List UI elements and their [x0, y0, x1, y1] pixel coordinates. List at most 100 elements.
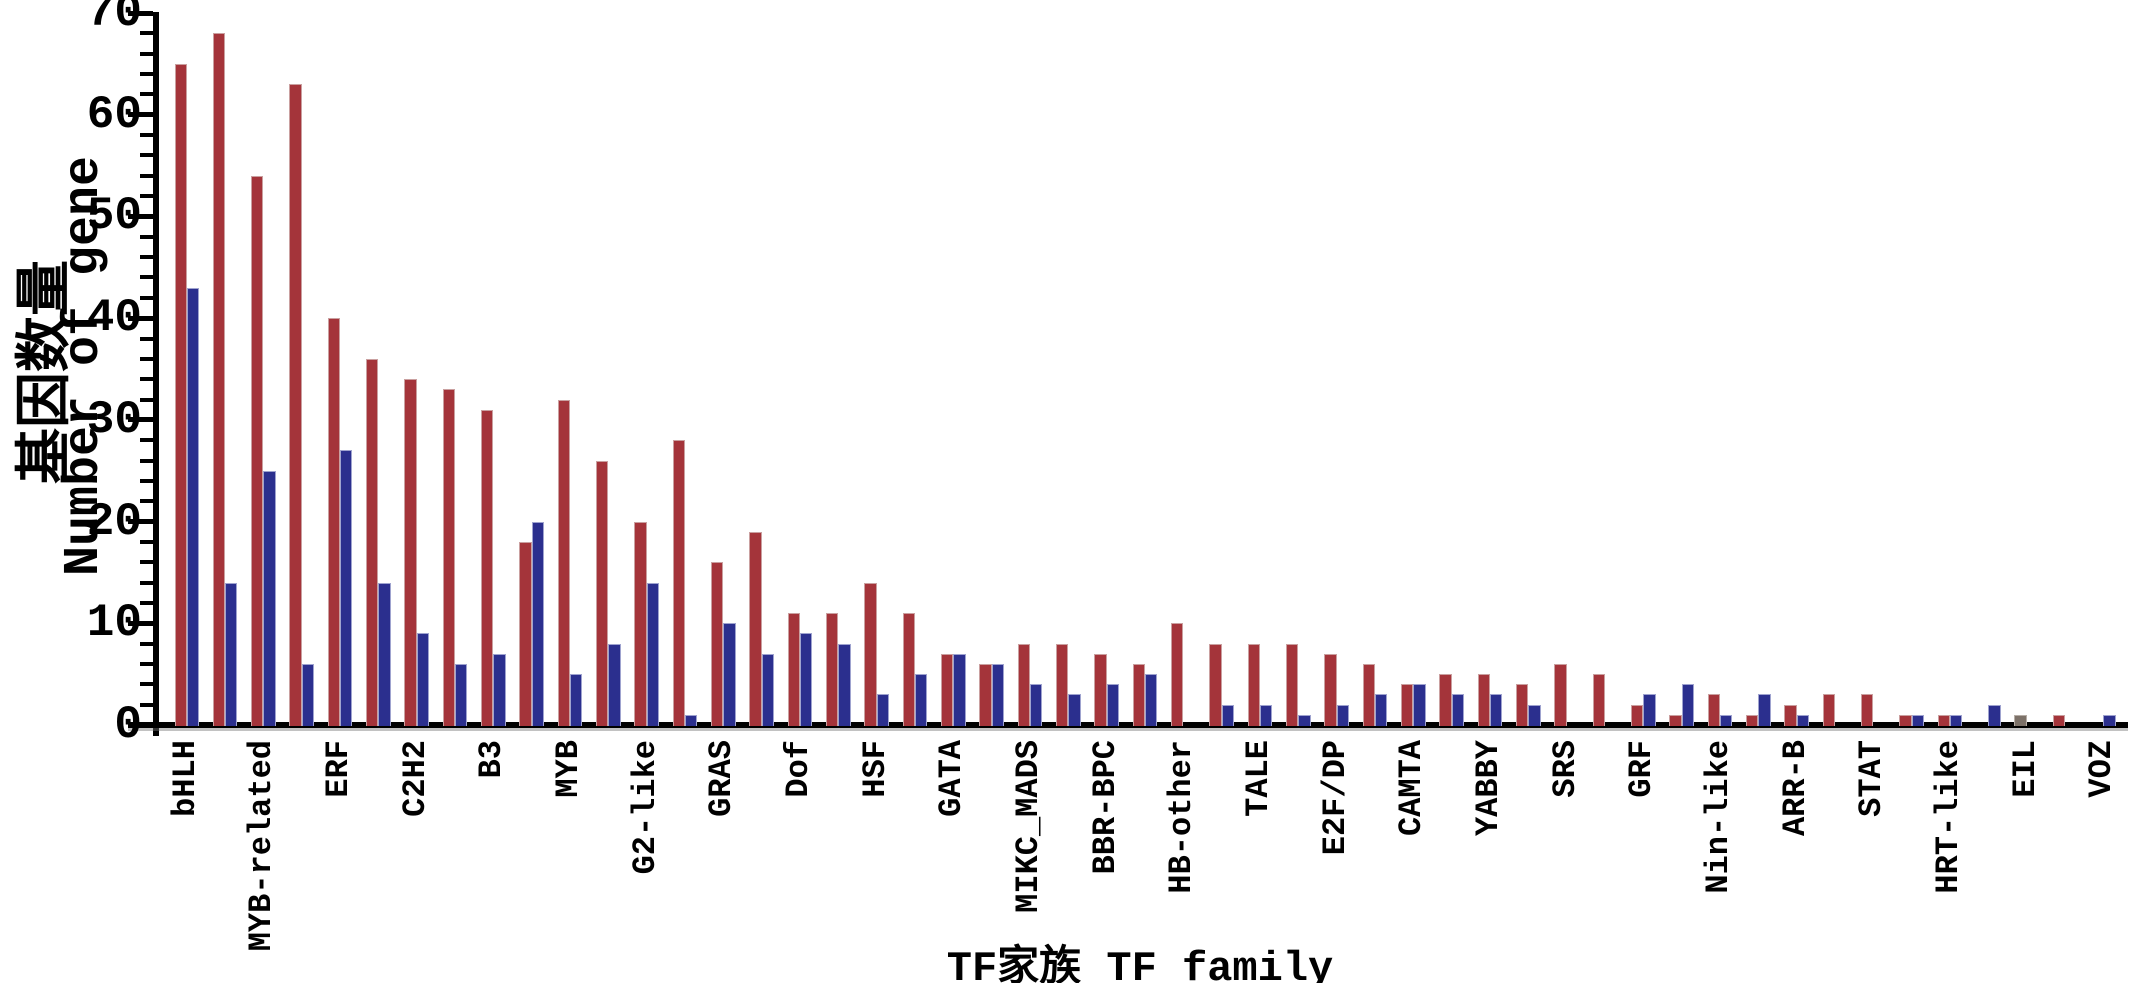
y-minor-tick [140, 194, 153, 199]
bar-red [787, 613, 801, 726]
y-major-tick [128, 519, 153, 525]
bar-blue [1681, 684, 1694, 726]
x-axis-title: TF家族 TF family [946, 945, 1334, 983]
y-minor-tick [140, 397, 153, 402]
bar-blue [1490, 694, 1503, 726]
bar-blue [570, 674, 583, 726]
bar-blue [1451, 694, 1464, 726]
bar-red [1017, 643, 1031, 726]
bar-blue [1030, 684, 1043, 726]
bar-red [634, 521, 647, 726]
x-tick-label: GRF [1623, 740, 1661, 798]
bar-red [1362, 663, 1376, 726]
y-minor-tick [140, 539, 153, 544]
bar-blue [1106, 684, 1119, 726]
bar-blue [1528, 704, 1541, 726]
y-tick-label: 70 [86, 0, 142, 40]
y-minor-tick [140, 295, 153, 300]
bar-blue [1413, 684, 1426, 726]
bar-red [1247, 643, 1261, 726]
bar-blue [838, 643, 851, 726]
x-tick-label: EIL [2006, 740, 2044, 798]
bar-red [1094, 653, 1107, 726]
y-minor-tick [140, 336, 153, 341]
x-tick-label: ARR-B [1776, 740, 1814, 837]
x-tick-label: GRAS [703, 740, 741, 817]
y-minor-tick [140, 153, 153, 158]
y-minor-tick [140, 702, 153, 707]
x-tick-label: MIKC_MADS [1010, 740, 1048, 913]
y-major-tick [128, 112, 153, 118]
y-minor-tick [140, 275, 153, 280]
bar-blue [953, 653, 966, 726]
bar-red [442, 389, 456, 726]
bar-red [2052, 714, 2066, 726]
x-tick-label: SRS [1546, 740, 1584, 798]
bar-blue [225, 582, 238, 726]
y-tick-label: 50 [86, 190, 142, 243]
bar-red [212, 33, 226, 726]
y-major-tick [128, 417, 153, 423]
bar-red [404, 379, 417, 726]
bar-red [1286, 643, 1299, 726]
bar-red [1669, 714, 1682, 726]
bar-red [749, 531, 762, 726]
y-tick-label: 30 [86, 393, 142, 446]
y-minor-tick [140, 580, 153, 585]
y-minor-tick [140, 234, 153, 239]
bar-blue [915, 674, 928, 726]
x-tick-label: HRT-like [1930, 740, 1968, 894]
y-minor-tick [140, 641, 153, 646]
x-tick-label: GATA [933, 740, 971, 817]
y-minor-tick [140, 356, 153, 361]
bar-red [979, 663, 992, 726]
y-major-tick [128, 10, 153, 16]
bar-blue [378, 582, 391, 726]
bar-red [251, 175, 264, 726]
bar-red [1209, 643, 1222, 726]
bar-red [1132, 663, 1146, 726]
y-major-tick [128, 315, 153, 321]
y-minor-tick [140, 661, 153, 666]
bar-blue [1298, 714, 1311, 726]
bar-red [1171, 623, 1184, 726]
bar-red [902, 613, 916, 726]
bar-blue [1260, 704, 1273, 726]
bar-red [864, 582, 877, 726]
x-tick-label: bHLH [166, 740, 204, 817]
y-minor-tick [140, 173, 153, 178]
x-tick-label: TALE [1240, 740, 1278, 817]
x-tick-label: HSF [856, 740, 894, 798]
x-tick-label: G2-like [626, 740, 664, 875]
bar-red [289, 84, 302, 726]
bar-blue [1643, 694, 1656, 726]
bar-red [481, 409, 494, 726]
bar-red [596, 460, 609, 726]
bar-red [941, 653, 954, 726]
bar-red [1822, 694, 1836, 726]
bar-blue [723, 623, 736, 726]
bar-blue [531, 521, 544, 726]
y-tick-label: 10 [86, 597, 142, 650]
bar-red [1707, 694, 1721, 726]
y-minor-tick [140, 682, 153, 687]
bar-red [1477, 674, 1491, 726]
x-axis-line [128, 722, 2128, 728]
y-major-tick [128, 722, 153, 728]
bar-blue [876, 694, 889, 726]
x-tick-label: B3 [473, 740, 511, 779]
bar-blue [1720, 714, 1733, 726]
x-tick-label: C2H2 [396, 740, 434, 817]
bar-blue [608, 643, 621, 726]
bar-red [174, 63, 187, 726]
bar-red [1784, 704, 1797, 726]
x-tick-label: BBR-BPC [1086, 740, 1124, 875]
bar-blue [1796, 714, 1809, 726]
bar-blue [1988, 704, 2001, 726]
bar-red [557, 399, 571, 726]
y-minor-tick [140, 377, 153, 382]
bar-blue [1068, 694, 1081, 726]
bar-blue [301, 663, 314, 726]
y-minor-tick [140, 438, 153, 443]
